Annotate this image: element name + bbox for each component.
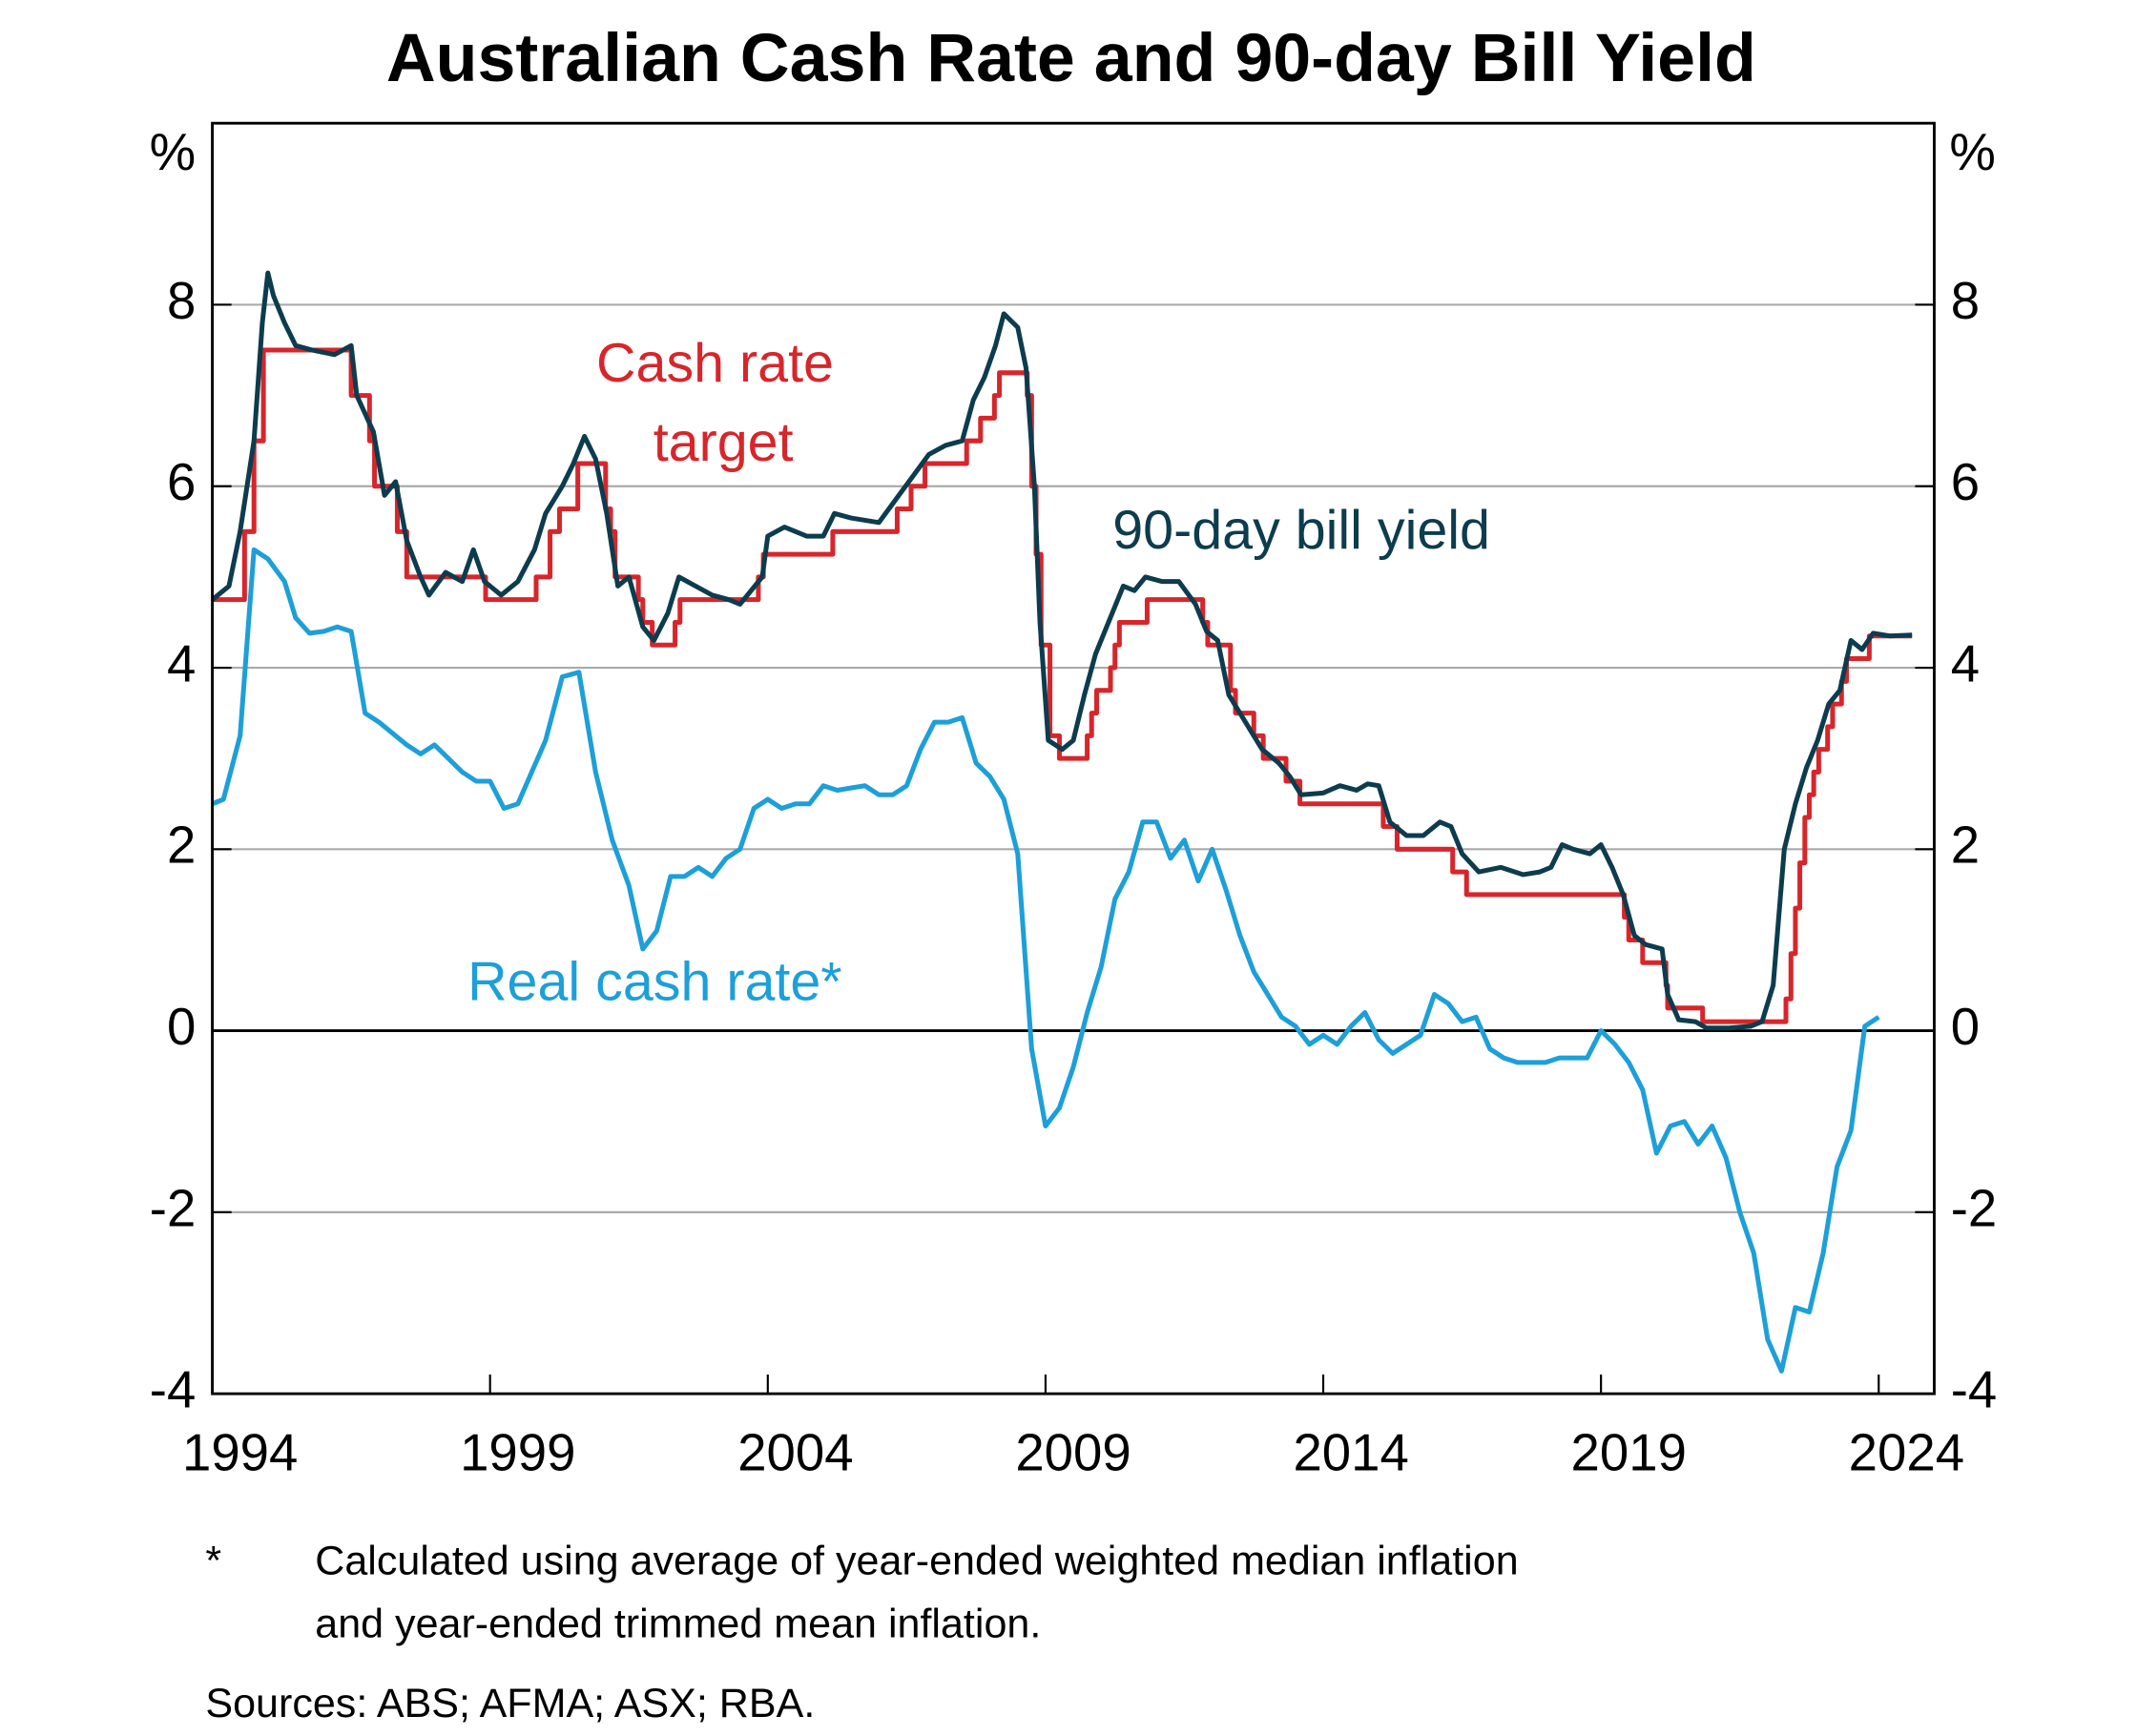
- y-tick-label: -2: [150, 1179, 197, 1237]
- y2-tick-label: 2: [1951, 816, 1980, 875]
- sources: Sources: ABS; AFMA; ASX; RBA.: [205, 1681, 815, 1726]
- annotation: 90-day bill yield: [1112, 500, 1490, 561]
- chart-title: Australian Cash Rate and 90-day Bill Yie…: [386, 20, 1756, 96]
- y2-tick-label: -2: [1951, 1179, 1998, 1237]
- annotation: Cash rate: [596, 333, 834, 394]
- y-tick-label: 8: [167, 272, 196, 330]
- y2-tick-label: 6: [1951, 453, 1980, 511]
- series-line: [210, 270, 1913, 1031]
- annotation: Real cash rate*: [467, 952, 842, 1013]
- x-tick-label: 2014: [1293, 1424, 1408, 1482]
- y-tick-label: 0: [167, 998, 196, 1056]
- y-unit-right: %: [1949, 123, 1996, 181]
- footnote: and year-ended trimmed mean inflation.: [315, 1602, 1041, 1647]
- x-tick-label: 2019: [1571, 1424, 1687, 1482]
- y2-tick-label: 4: [1951, 634, 1980, 692]
- y-tick-label: -4: [150, 1361, 197, 1419]
- x-tick-label: 2009: [1015, 1424, 1131, 1482]
- footnote-mark: *: [205, 1539, 221, 1584]
- x-tick-label: 2004: [737, 1424, 853, 1482]
- y-tick-label: 4: [167, 634, 196, 692]
- y-unit-left: %: [150, 123, 197, 181]
- series-line: [211, 547, 1880, 1374]
- plot-frame: [211, 121, 1936, 1395]
- y-tick-label: 6: [167, 453, 196, 511]
- x-tick-label: 1999: [460, 1424, 575, 1482]
- x-tick-label: 1994: [182, 1424, 298, 1482]
- x-tick-label: 2024: [1849, 1424, 1964, 1482]
- footnote: Calculated using average of year-ended w…: [315, 1539, 1518, 1584]
- y2-tick-label: -4: [1951, 1361, 1998, 1419]
- series-line: [212, 347, 1913, 1024]
- annotation: target: [654, 412, 794, 473]
- y2-tick-label: 8: [1951, 272, 1980, 330]
- y2-tick-label: 0: [1951, 998, 1980, 1056]
- y-tick-label: 2: [167, 816, 196, 875]
